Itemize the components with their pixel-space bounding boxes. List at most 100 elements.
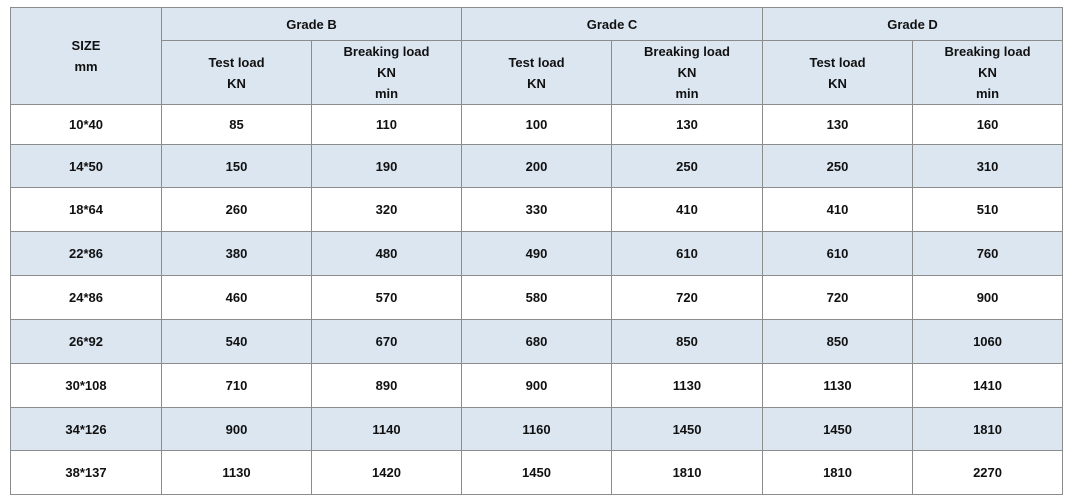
value-cell: 900 [912, 275, 1064, 320]
value-cell: 1450 [762, 407, 914, 451]
header-row: SIZE mm Grade B Grade C Grade D [10, 7, 1064, 105]
value-cell: 250 [762, 144, 914, 188]
column-header: Test load KN [161, 40, 312, 105]
value-cell: 190 [310, 144, 463, 188]
data-row: 22*86 380 480 490 610 610 760 [10, 231, 1064, 276]
column-header: Breaking load KN min [310, 40, 463, 105]
value-cell: 900 [161, 407, 312, 451]
value-cell: 130 [762, 104, 914, 145]
value-cell: 610 [611, 231, 764, 276]
value-cell: 1810 [611, 450, 764, 495]
column-header: Breaking load KN min [611, 40, 764, 105]
column-header: Breaking load KN min [912, 40, 1064, 105]
cell-line: KN [978, 65, 997, 80]
column-header: Test load KN [461, 40, 613, 105]
cell-line: Test load [809, 54, 866, 70]
value-cell: 850 [611, 319, 764, 364]
value-cell: 610 [762, 231, 914, 276]
value-cell: 150 [161, 144, 312, 188]
value-cell: 1420 [310, 450, 463, 495]
value-cell: 850 [762, 319, 914, 364]
value-cell: 760 [912, 231, 1064, 276]
size-cell: 38*137 [10, 450, 162, 495]
value-cell: 670 [310, 319, 463, 364]
cell-line: KN [527, 75, 546, 91]
value-cell: 260 [161, 187, 312, 232]
value-cell: 250 [611, 144, 764, 188]
cell-line: Breaking load [644, 44, 730, 59]
data-row: 14*50 150 190 200 250 250 310 [10, 144, 1064, 188]
value-cell: 320 [310, 187, 463, 232]
value-cell: 85 [161, 104, 312, 145]
size-cell: 10*40 [10, 104, 162, 145]
value-cell: 1130 [762, 363, 914, 408]
grade-header: Grade B [160, 7, 463, 41]
cell-line: mm [74, 59, 98, 74]
column-header: Test load KN [762, 40, 914, 105]
data-row: 38*137 1130 1420 1450 1810 1810 2270 [10, 450, 1064, 495]
value-cell: 160 [912, 104, 1064, 145]
value-cell: 890 [310, 363, 463, 408]
data-row: 30*108 710 890 900 1130 1130 1410 [10, 363, 1064, 408]
size-cell: 30*108 [10, 363, 162, 408]
value-cell: 1140 [310, 407, 463, 451]
value-cell: 570 [310, 275, 463, 320]
data-row: 10*40 85 110 100 130 130 160 [10, 104, 1064, 145]
grade-header: Grade D [762, 7, 1064, 41]
size-cell: 26*92 [10, 319, 162, 364]
size-cell: 14*50 [10, 144, 162, 188]
cell-line: min [675, 86, 699, 101]
data-row: 34*126 900 1140 1160 1450 1450 1810 [10, 407, 1064, 451]
cell-line: Breaking load [944, 44, 1031, 59]
data-row: 26*92 540 670 680 850 850 1060 [10, 319, 1064, 364]
value-cell: 720 [762, 275, 914, 320]
value-cell: 490 [461, 231, 613, 276]
value-cell: 100 [461, 104, 613, 145]
size-cell: 22*86 [10, 231, 162, 276]
value-cell: 900 [461, 363, 613, 408]
value-cell: 1160 [461, 407, 613, 451]
value-cell: 310 [912, 144, 1064, 188]
value-cell: 1060 [912, 319, 1064, 364]
value-cell: 680 [461, 319, 613, 364]
cell-line: KN [377, 65, 396, 80]
value-cell: 1410 [912, 363, 1064, 408]
cell-line: KN [677, 65, 697, 80]
size-cell: 18*64 [10, 187, 162, 232]
cell-line: min [975, 86, 1000, 101]
header-row: Test load KN Breaking load KN min Test load KN… [11, 40, 1064, 105]
cell-line: Test load [208, 54, 265, 70]
value-cell: 410 [611, 187, 764, 232]
value-cell: 710 [161, 363, 312, 408]
value-cell: 1450 [461, 450, 613, 495]
cell-line: Breaking load [343, 44, 430, 59]
value-cell: 130 [611, 104, 764, 145]
value-cell: 2270 [912, 450, 1064, 495]
value-cell: 510 [912, 187, 1064, 232]
value-cell: 1810 [762, 450, 914, 495]
cell-line: Test load [508, 54, 565, 70]
grade-header: Grade C [461, 7, 764, 41]
cell-line: min [374, 86, 399, 101]
value-cell: 380 [161, 231, 312, 276]
size-header: SIZE mm [10, 7, 162, 105]
value-cell: 580 [461, 275, 613, 320]
cell-line: KN [227, 75, 246, 91]
value-cell: 720 [611, 275, 764, 320]
value-cell: 460 [161, 275, 312, 320]
value-cell: 480 [310, 231, 463, 276]
strength-table: SIZE mm Grade B Grade C Grade D Test load KN Br… [10, 7, 1064, 495]
value-cell: 330 [461, 187, 613, 232]
value-cell: 410 [762, 187, 914, 232]
value-cell: 1130 [161, 450, 312, 495]
size-cell: 34*126 [10, 407, 162, 451]
data-row: 24*86 460 570 580 720 720 900 [10, 275, 1064, 320]
value-cell: 110 [310, 104, 463, 145]
cell-line: KN [828, 75, 847, 91]
value-cell: 200 [461, 144, 613, 188]
value-cell: 1810 [912, 407, 1064, 451]
value-cell: 1450 [611, 407, 764, 451]
size-cell: 24*86 [10, 275, 162, 320]
